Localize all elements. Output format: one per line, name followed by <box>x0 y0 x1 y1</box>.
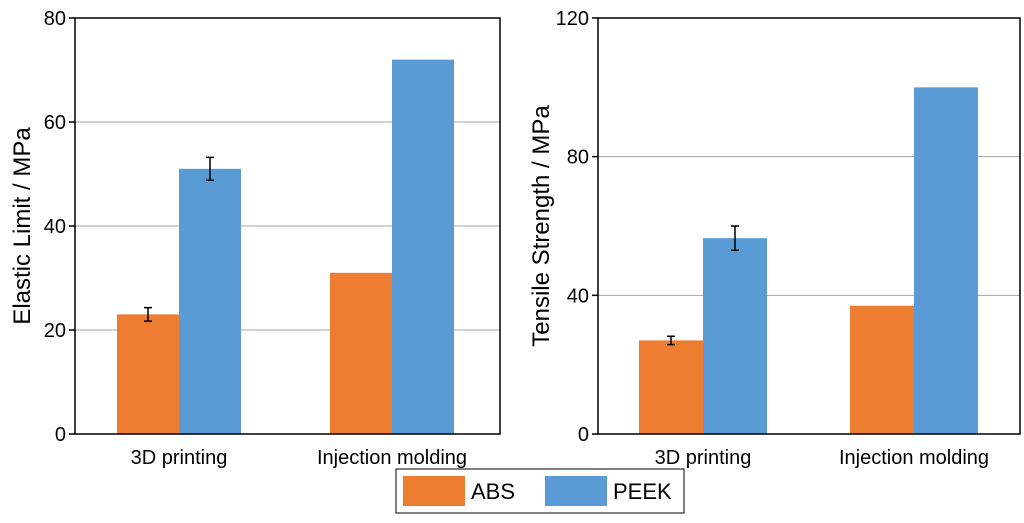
bar-abs-3d-printing <box>117 314 179 434</box>
x-tick-label-3d-printing: 3D printing <box>131 447 228 469</box>
legend-swatch-peek <box>545 476 607 506</box>
y-tick-label-60: 60 <box>44 112 66 134</box>
bar-peek-injection-molding <box>392 59 454 434</box>
legend-swatch-abs <box>403 476 465 506</box>
bar-abs-injection-molding <box>850 305 914 434</box>
plot-frame <box>597 17 1021 435</box>
y-tick-label-40: 40 <box>44 216 66 238</box>
bar-abs-injection-molding <box>330 272 392 434</box>
y-tick-label-40: 40 <box>567 285 589 307</box>
x-tick-label-injection-molding: Injection molding <box>317 447 467 469</box>
bar-peek-3d-printing <box>703 238 767 434</box>
chart-elastic-limit: 0 20 40 60 80 3D printing Injection molding Ela… <box>9 8 501 469</box>
x-tick-label-3d-printing: 3D printing <box>655 447 752 469</box>
y-axis-title: Tensile Strength / MPa <box>528 105 555 347</box>
legend: ABS PEEK <box>395 468 685 514</box>
y-tick-label-80: 80 <box>44 8 66 30</box>
y-axis-title: Elastic Limit / MPa <box>9 127 36 325</box>
x-tick-label-injection-molding: Injection molding <box>839 447 989 469</box>
y-tick-label-120: 120 <box>556 8 589 30</box>
legend-label-peek: PEEK <box>613 479 672 504</box>
bar-abs-3d-printing <box>639 340 703 434</box>
legend-label-abs: ABS <box>471 479 515 504</box>
y-tick-label-20: 20 <box>44 320 66 342</box>
bar-peek-3d-printing <box>179 168 241 435</box>
y-tick-label-0: 0 <box>578 424 589 446</box>
y-tick-label-80: 80 <box>567 147 589 169</box>
chart-tensile-strength: 0 40 80 120 3D printing Injection molding Tens… <box>528 8 1021 469</box>
y-tick-label-0: 0 <box>55 424 66 446</box>
bar-peek-injection-molding <box>914 87 978 434</box>
